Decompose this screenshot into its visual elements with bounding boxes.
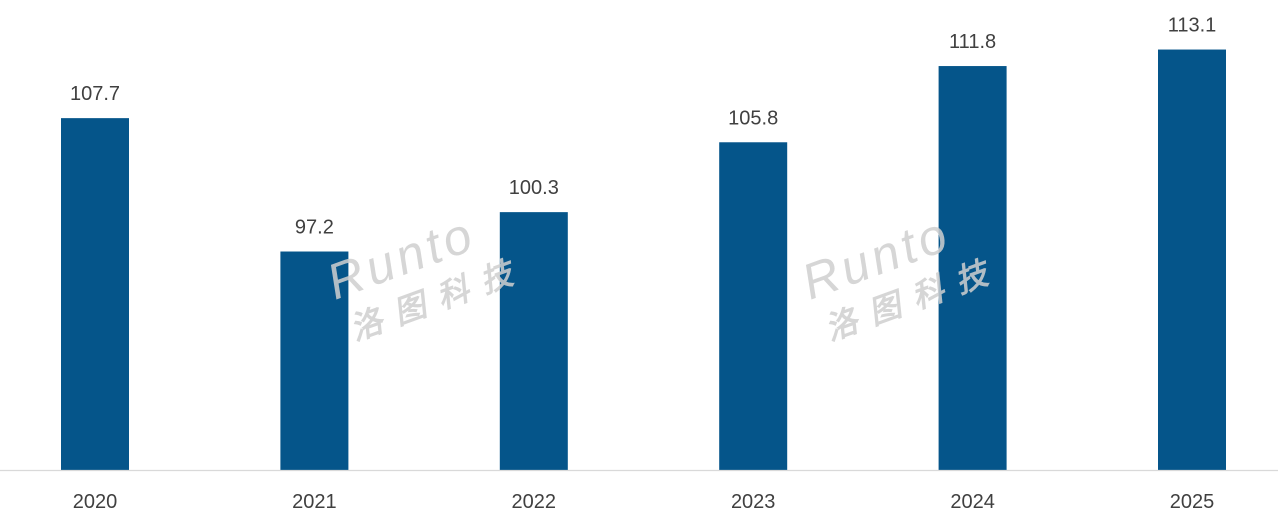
bar-2023 bbox=[719, 142, 788, 470]
x-tick-label-2021: 2021 bbox=[292, 491, 337, 513]
bar-2024 bbox=[938, 66, 1007, 471]
x-tick-label-2022: 2022 bbox=[512, 491, 557, 513]
bar-2020 bbox=[61, 118, 129, 470]
x-tick-label-2023: 2023 bbox=[731, 491, 776, 513]
bar-2021 bbox=[280, 251, 349, 470]
bar-2025 bbox=[1158, 49, 1226, 471]
data-label-2021: 97.2 bbox=[295, 217, 334, 239]
labels-group: 107.7 2020 97.2 2021 100.3 2022 105.8 2023 111.8… bbox=[70, 15, 1216, 513]
data-label-2022: 100.3 bbox=[509, 177, 559, 199]
data-label-2025: 113.1 bbox=[1168, 15, 1217, 37]
data-label-2024: 111.8 bbox=[949, 31, 996, 53]
data-label-2023: 105.8 bbox=[728, 107, 778, 129]
data-label-2020: 107.7 bbox=[70, 83, 120, 105]
x-tick-label-2024: 2024 bbox=[950, 491, 995, 513]
bar-2022 bbox=[499, 212, 568, 470]
bars-group bbox=[61, 49, 1226, 471]
x-tick-label-2020: 2020 bbox=[73, 491, 118, 513]
x-tick-label-2025: 2025 bbox=[1170, 491, 1215, 513]
